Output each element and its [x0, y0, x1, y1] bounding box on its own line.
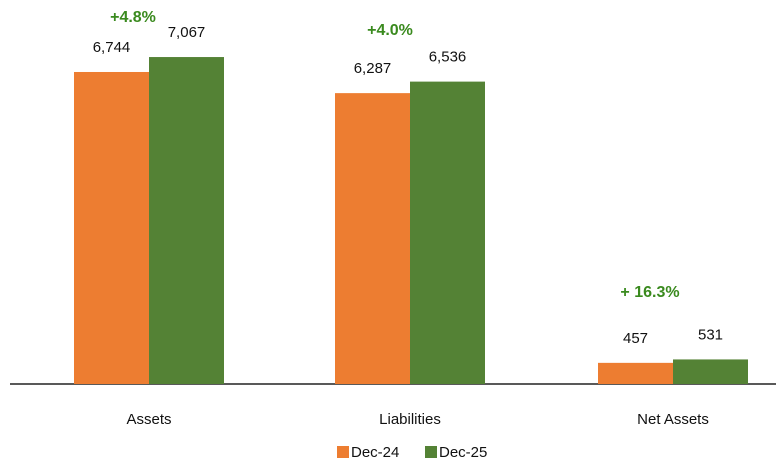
- value-label: 531: [698, 326, 723, 343]
- bar: [598, 362, 673, 384]
- bar: [410, 81, 485, 384]
- change-annotation: +4.0%: [367, 22, 413, 39]
- value-label: 6,744: [93, 39, 131, 56]
- legend-swatch: [425, 446, 437, 458]
- bar: [149, 57, 224, 384]
- legend-swatch: [337, 446, 349, 458]
- x-tick-label: Assets: [126, 411, 171, 428]
- legend-label: Dec-24: [351, 444, 399, 461]
- value-label: 6,536: [429, 49, 467, 66]
- value-label: 6,287: [354, 60, 392, 77]
- x-tick-label: Liabilities: [379, 411, 441, 428]
- value-label: 457: [623, 330, 648, 347]
- x-tick-label: Net Assets: [637, 411, 709, 428]
- legend-label: Dec-25: [439, 444, 487, 461]
- bar: [673, 359, 748, 384]
- bar: [74, 71, 149, 384]
- bar: [335, 93, 410, 385]
- change-annotation: +4.8%: [110, 9, 156, 26]
- value-label: 7,067: [168, 24, 206, 41]
- change-annotation: + 16.3%: [620, 284, 679, 301]
